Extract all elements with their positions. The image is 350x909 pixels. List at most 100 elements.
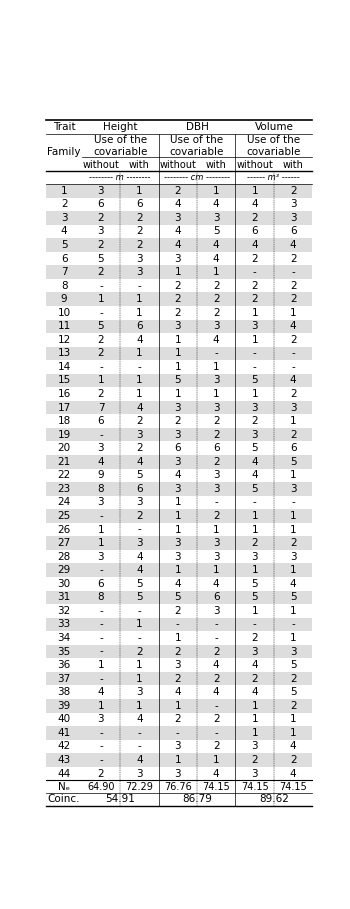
Bar: [47, 319, 312, 333]
Bar: [47, 591, 312, 604]
Text: 1: 1: [98, 524, 104, 534]
Text: 1: 1: [213, 524, 219, 534]
Text: 1: 1: [136, 674, 143, 684]
Text: 86.79: 86.79: [182, 794, 212, 804]
Text: -: -: [99, 511, 103, 521]
Bar: [47, 184, 312, 197]
Text: -: -: [99, 633, 103, 643]
Text: 4: 4: [251, 199, 258, 209]
Text: -: -: [138, 742, 141, 752]
Text: 3: 3: [98, 444, 104, 454]
Text: 4: 4: [175, 579, 181, 589]
Text: 1: 1: [98, 375, 104, 385]
Text: -: -: [138, 281, 141, 291]
Bar: [47, 211, 312, 225]
Bar: [47, 428, 312, 442]
Text: 1: 1: [98, 660, 104, 670]
Text: 23: 23: [57, 484, 71, 494]
Text: 2: 2: [136, 444, 143, 454]
Text: 9: 9: [98, 470, 104, 480]
Text: 3: 3: [290, 403, 296, 413]
Text: 5: 5: [175, 593, 181, 603]
Text: 4: 4: [290, 579, 296, 589]
Text: 31: 31: [57, 593, 71, 603]
Text: 5: 5: [175, 375, 181, 385]
Text: 3: 3: [136, 768, 143, 778]
Text: DBH: DBH: [186, 122, 209, 132]
Text: -: -: [99, 742, 103, 752]
Text: 2: 2: [175, 308, 181, 318]
Text: 4: 4: [175, 687, 181, 697]
Text: 3: 3: [213, 403, 219, 413]
Bar: [47, 495, 312, 509]
Text: 2: 2: [175, 416, 181, 426]
Text: 44: 44: [57, 768, 71, 778]
Text: 1: 1: [61, 185, 68, 195]
Text: 2: 2: [251, 281, 258, 291]
Text: 2: 2: [290, 254, 296, 264]
Text: -: -: [253, 362, 257, 372]
Text: 6: 6: [213, 444, 219, 454]
Text: 64.90: 64.90: [87, 782, 115, 792]
Text: 2: 2: [251, 755, 258, 765]
Text: 1: 1: [175, 497, 181, 507]
Text: 4: 4: [251, 470, 258, 480]
Bar: [47, 699, 312, 713]
Text: 33: 33: [57, 619, 71, 629]
Text: 3: 3: [213, 321, 219, 331]
Bar: [47, 604, 312, 618]
Text: 2: 2: [290, 295, 296, 305]
Text: 1: 1: [175, 348, 181, 358]
Text: 2: 2: [213, 714, 219, 724]
Text: -: -: [99, 674, 103, 684]
Text: 2: 2: [251, 295, 258, 305]
Text: 17: 17: [57, 403, 71, 413]
Text: 2: 2: [213, 674, 219, 684]
Text: 1: 1: [290, 606, 296, 616]
Text: 2: 2: [290, 538, 296, 548]
Bar: [47, 469, 312, 482]
Text: 2: 2: [136, 226, 143, 236]
Text: 2: 2: [61, 199, 68, 209]
Text: 1: 1: [213, 755, 219, 765]
Bar: [47, 726, 312, 740]
Text: 1: 1: [290, 511, 296, 521]
Text: with: with: [206, 160, 227, 170]
Text: 40: 40: [57, 714, 71, 724]
Text: 3: 3: [251, 768, 258, 778]
Text: 5: 5: [251, 579, 258, 589]
Text: Trait: Trait: [53, 122, 75, 132]
Text: 1: 1: [290, 728, 296, 738]
Text: -: -: [214, 633, 218, 643]
Text: 2: 2: [290, 335, 296, 345]
Bar: [47, 618, 312, 631]
Text: 8: 8: [98, 484, 104, 494]
Text: 2: 2: [98, 240, 104, 250]
Text: with: with: [129, 160, 150, 170]
Text: 4: 4: [213, 660, 219, 670]
Text: 7: 7: [61, 267, 68, 277]
Text: 5: 5: [251, 593, 258, 603]
Bar: [47, 225, 312, 238]
Text: 27: 27: [57, 538, 71, 548]
Text: 4: 4: [98, 457, 104, 467]
Text: 2: 2: [290, 281, 296, 291]
Text: 6: 6: [136, 199, 143, 209]
Text: Volume: Volume: [254, 122, 293, 132]
Text: -: -: [291, 619, 295, 629]
Text: 3: 3: [175, 742, 181, 752]
Text: 15: 15: [57, 375, 71, 385]
Text: 4: 4: [290, 240, 296, 250]
Text: -------- cm --------: -------- cm --------: [164, 174, 230, 182]
Text: 3: 3: [290, 484, 296, 494]
Bar: [47, 550, 312, 564]
Bar: [47, 564, 312, 577]
Text: 35: 35: [57, 646, 71, 656]
Text: 20: 20: [57, 444, 71, 454]
Text: 2: 2: [213, 646, 219, 656]
Text: 34: 34: [57, 633, 71, 643]
Text: 3: 3: [98, 185, 104, 195]
Text: 6: 6: [61, 254, 68, 264]
Text: 11: 11: [57, 321, 71, 331]
Text: Nₑ: Nₑ: [58, 782, 70, 792]
